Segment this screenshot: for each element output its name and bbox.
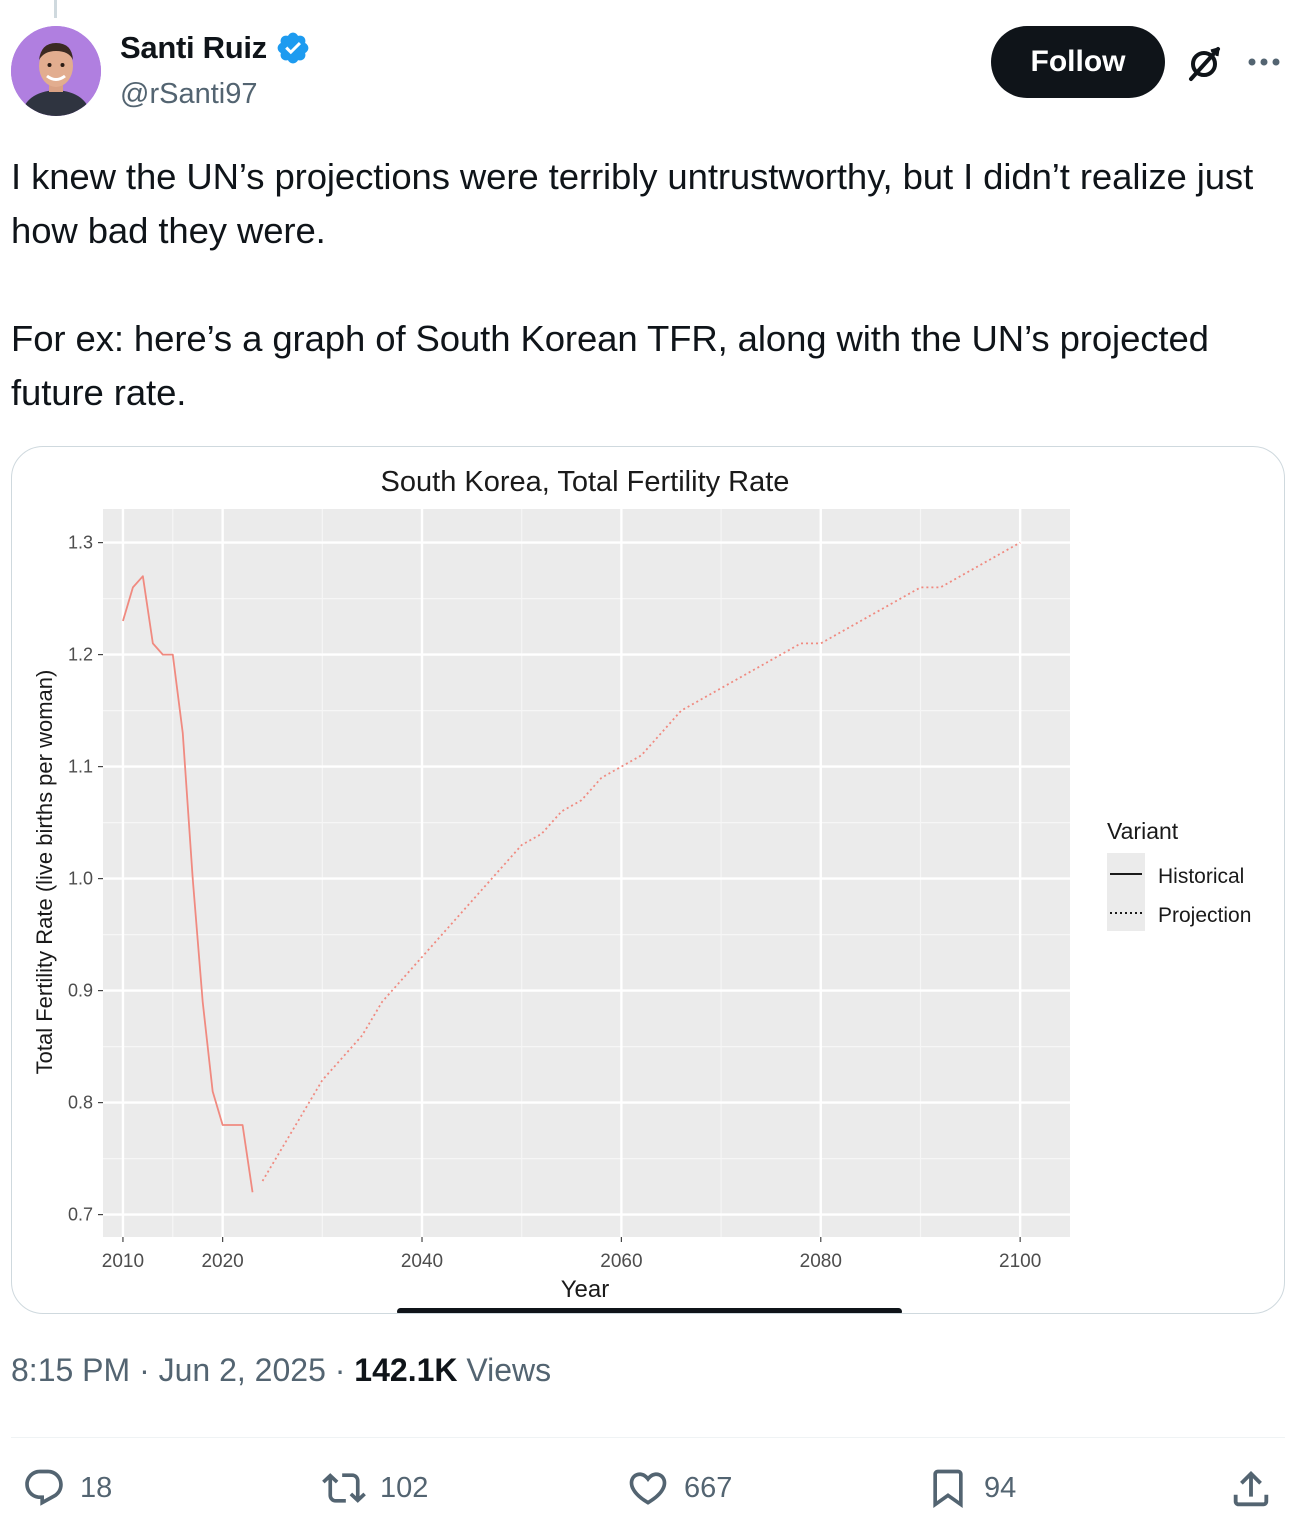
legend-label-projection: Projection bbox=[1158, 904, 1251, 927]
y-tick-label: 1.2 bbox=[68, 645, 93, 665]
reply-button[interactable]: 18 bbox=[22, 1466, 112, 1510]
follow-button[interactable]: Follow bbox=[991, 26, 1165, 98]
y-tick-label: 0.7 bbox=[68, 1205, 93, 1225]
repost-button[interactable]: 102 bbox=[322, 1466, 428, 1510]
post-media[interactable]: 2010 2020 2040 2060 2080 2100 0.7 0.8 0.9 1.0 1.1 1… bbox=[11, 446, 1285, 1314]
reply-count: 18 bbox=[80, 1471, 113, 1504]
x-tick-label: 2010 bbox=[102, 1251, 144, 1272]
bookmark-button[interactable]: 94 bbox=[926, 1466, 1016, 1510]
divider bbox=[11, 1437, 1285, 1438]
legend-title: Variant bbox=[1107, 818, 1179, 844]
series-line-projection bbox=[261, 541, 1021, 1182]
x-tick-label: 2080 bbox=[800, 1251, 842, 1272]
author-name[interactable]: Santi Ruiz bbox=[120, 30, 267, 65]
post-paragraph: For ex: here’s a graph of South Korean T… bbox=[11, 318, 1209, 413]
views-label: Views bbox=[457, 1352, 552, 1388]
x-tick-label: 2100 bbox=[999, 1251, 1041, 1272]
x-tick-label: 2060 bbox=[600, 1251, 642, 1272]
grok-icon[interactable] bbox=[1184, 43, 1224, 83]
post-timestamp[interactable]: 8:15 PM · Jun 2, 2025 · bbox=[11, 1352, 355, 1388]
chart-legend: Variant Historical Projection bbox=[1107, 818, 1251, 931]
y-tick-label: 1.1 bbox=[68, 757, 93, 777]
reply-icon bbox=[25, 1469, 63, 1506]
verified-badge-icon[interactable] bbox=[275, 30, 311, 66]
post-paragraph: I knew the UN’s projections were terribl… bbox=[11, 156, 1254, 251]
chart-x-axis-label: Year bbox=[561, 1276, 610, 1303]
post-text: I knew the UN’s projections were terribl… bbox=[11, 150, 1291, 420]
x-tick-label: 2040 bbox=[401, 1251, 443, 1272]
legend-label-historical: Historical bbox=[1158, 865, 1244, 888]
like-button[interactable]: 667 bbox=[626, 1466, 732, 1510]
bookmark-icon bbox=[933, 1469, 963, 1509]
x-tick-label: 2020 bbox=[201, 1251, 243, 1272]
thread-connector-line bbox=[54, 0, 57, 18]
chart-y-axis-label: Total Fertility Rate (live births per wo… bbox=[32, 670, 57, 1075]
repost-icon bbox=[322, 1473, 366, 1503]
post-meta: 8:15 PM · Jun 2, 2025 · 142.1K Views bbox=[11, 1352, 551, 1389]
y-tick-label: 1.0 bbox=[68, 869, 93, 889]
heart-icon bbox=[629, 1472, 667, 1505]
more-icon[interactable] bbox=[1244, 44, 1284, 80]
author-name-row: Santi Ruiz bbox=[120, 30, 311, 66]
y-tick-label: 1.3 bbox=[68, 533, 93, 553]
fertility-chart: 2010 2020 2040 2060 2080 2100 0.7 0.8 0.9 1.0 1.1 1… bbox=[32, 466, 1251, 1303]
chart-panel bbox=[103, 509, 1070, 1237]
views-count: 142.1K bbox=[354, 1352, 458, 1388]
share-icon[interactable] bbox=[1228, 1466, 1274, 1512]
chart-title: South Korea, Total Fertility Rate bbox=[381, 466, 790, 498]
avatar-portrait bbox=[11, 26, 101, 116]
media-scroll-indicator bbox=[397, 1308, 902, 1313]
y-tick-label: 0.9 bbox=[68, 981, 93, 1001]
repost-count: 102 bbox=[380, 1471, 429, 1504]
bookmark-count: 94 bbox=[984, 1471, 1017, 1504]
like-count: 667 bbox=[684, 1471, 733, 1504]
avatar[interactable] bbox=[11, 26, 101, 116]
author-handle[interactable]: @rSanti97 bbox=[120, 78, 258, 110]
series-line-historical bbox=[122, 575, 254, 1193]
y-tick-label: 0.8 bbox=[68, 1093, 93, 1113]
